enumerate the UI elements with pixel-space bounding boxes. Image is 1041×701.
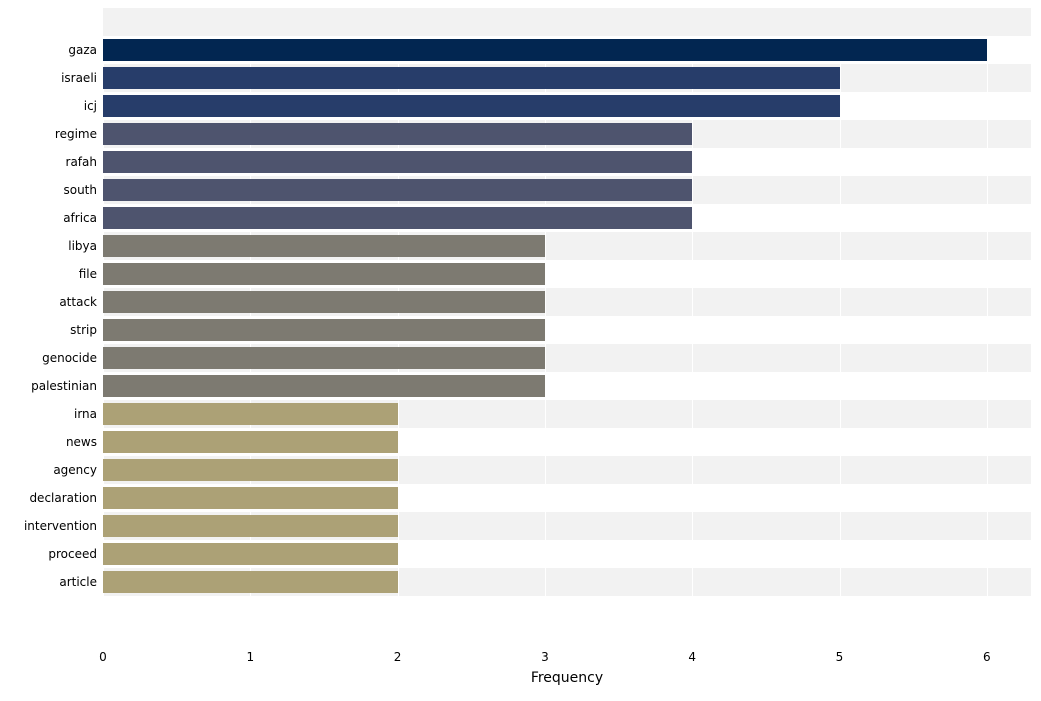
bar	[103, 319, 545, 341]
y-tick-label: irna	[74, 400, 103, 428]
grid-band	[103, 8, 1031, 36]
y-tick-label: attack	[59, 288, 103, 316]
bar	[103, 67, 840, 89]
bar	[103, 151, 692, 173]
x-tick-label: 5	[836, 644, 844, 664]
bar	[103, 431, 398, 453]
x-tick-label: 2	[394, 644, 402, 664]
bar	[103, 179, 692, 201]
y-tick-label: declaration	[29, 484, 103, 512]
y-tick-label: south	[63, 176, 103, 204]
bar	[103, 571, 398, 593]
bar	[103, 291, 545, 313]
y-tick-label: gaza	[68, 36, 103, 64]
y-tick-label: icj	[84, 92, 103, 120]
x-tick-label: 0	[99, 644, 107, 664]
y-tick-label: palestinian	[31, 372, 103, 400]
y-tick-label: file	[79, 260, 103, 288]
bar	[103, 39, 987, 61]
word-frequency-chart: Word Frequency Analysis Frequency gazais…	[0, 0, 1041, 701]
y-tick-label: rafah	[66, 148, 103, 176]
x-tick-label: 6	[983, 644, 991, 664]
bar	[103, 487, 398, 509]
grid-band	[103, 596, 1031, 624]
bar	[103, 347, 545, 369]
bar	[103, 123, 692, 145]
y-tick-label: strip	[70, 316, 103, 344]
y-tick-label: proceed	[48, 540, 103, 568]
y-tick-label: agency	[53, 456, 103, 484]
grid-vline	[987, 36, 988, 644]
bar	[103, 459, 398, 481]
y-tick-label: genocide	[42, 344, 103, 372]
y-tick-label: africa	[63, 204, 103, 232]
grid-vline	[692, 36, 693, 644]
y-tick-label: regime	[55, 120, 103, 148]
y-tick-label: israeli	[61, 64, 103, 92]
grid-vline	[840, 36, 841, 644]
plot-area: Frequency gazaisraeliicjregimerafahsouth…	[103, 36, 1031, 644]
bar	[103, 207, 692, 229]
x-tick-label: 4	[688, 644, 696, 664]
x-tick-label: 3	[541, 644, 549, 664]
y-tick-label: news	[66, 428, 103, 456]
y-tick-label: article	[59, 568, 103, 596]
bar	[103, 235, 545, 257]
y-tick-label: libya	[68, 232, 103, 260]
x-tick-label: 1	[246, 644, 254, 664]
bar	[103, 95, 840, 117]
bar	[103, 263, 545, 285]
bar	[103, 543, 398, 565]
x-axis-label: Frequency	[103, 644, 1031, 686]
bar	[103, 515, 398, 537]
y-tick-label: intervention	[24, 512, 103, 540]
bar	[103, 375, 545, 397]
bar	[103, 403, 398, 425]
